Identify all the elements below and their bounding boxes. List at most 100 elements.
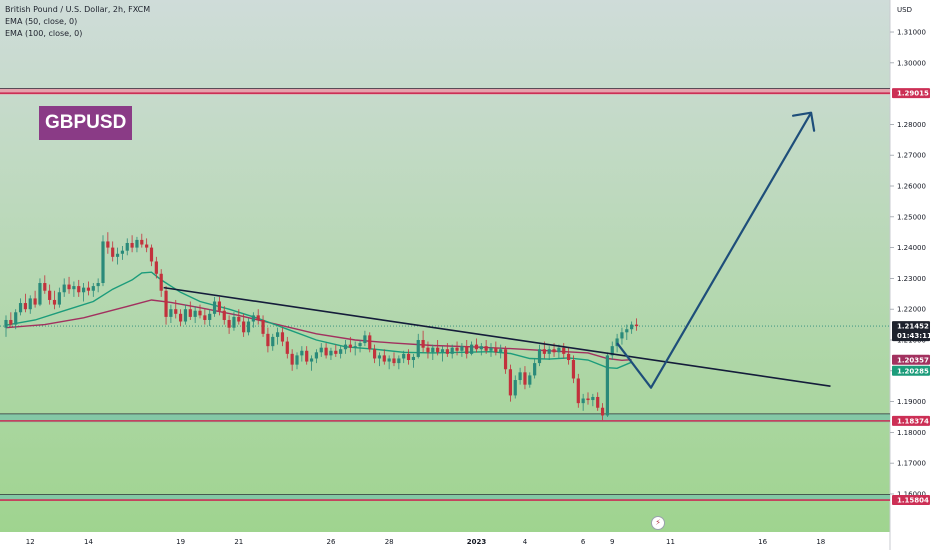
ticker-label: GBPUSD xyxy=(39,106,133,140)
candle xyxy=(562,343,566,359)
candle-body xyxy=(261,319,265,334)
candle-body xyxy=(445,349,449,354)
candle xyxy=(499,344,503,359)
candle-body xyxy=(387,358,391,362)
candle xyxy=(72,281,76,297)
candle-body xyxy=(615,338,619,347)
candle-body xyxy=(222,310,226,320)
candle-body xyxy=(610,346,614,356)
price-tick-label: 1.28000 xyxy=(897,121,926,129)
candle-body xyxy=(581,398,585,404)
price-badge-label: 1.20285 xyxy=(897,367,929,375)
candle-body xyxy=(499,349,503,353)
candle-body xyxy=(130,242,134,248)
candle-body xyxy=(620,332,624,339)
time-tick-label: 2023 xyxy=(467,538,487,546)
candle xyxy=(203,309,207,325)
time-tick-label: 18 xyxy=(816,538,825,546)
candle xyxy=(232,312,236,331)
lightning-icon[interactable]: ⚡ xyxy=(651,516,665,530)
candle xyxy=(222,306,226,325)
candle-body xyxy=(18,303,23,313)
candle-body xyxy=(455,347,459,351)
candle-body xyxy=(392,358,396,364)
candle xyxy=(528,372,532,388)
candle-body xyxy=(295,355,299,365)
candle-body xyxy=(377,355,382,359)
candle xyxy=(630,321,634,334)
candle xyxy=(411,353,415,368)
candle-body xyxy=(57,292,61,305)
candle xyxy=(503,346,508,374)
candle-body xyxy=(474,344,479,350)
candle xyxy=(154,256,158,279)
time-tick-label: 12 xyxy=(26,538,35,546)
candle-body xyxy=(319,347,323,353)
candle xyxy=(256,309,260,325)
candle xyxy=(557,344,561,359)
candle-body xyxy=(217,301,221,311)
candle-body xyxy=(508,369,512,396)
candle-body xyxy=(542,349,546,354)
candle-body xyxy=(203,315,207,320)
candle xyxy=(9,312,13,328)
candle xyxy=(96,278,100,293)
candle xyxy=(271,333,275,351)
candle-body xyxy=(237,316,241,322)
level-badge xyxy=(892,415,930,426)
candle xyxy=(242,313,246,337)
candle-body xyxy=(484,346,488,351)
candle xyxy=(358,339,362,353)
time-tick-label: 26 xyxy=(326,538,335,546)
symbol-title[interactable]: British Pound / U.S. Dollar, 2h, FXCM xyxy=(5,5,151,14)
candle-body xyxy=(62,284,66,293)
trendline xyxy=(163,286,831,387)
candle xyxy=(48,284,52,305)
plot-background xyxy=(0,0,890,532)
candle-body xyxy=(183,309,188,322)
candle xyxy=(440,346,445,362)
candle xyxy=(169,304,173,324)
candle xyxy=(62,278,66,297)
candle xyxy=(120,246,124,260)
candle-body xyxy=(135,239,139,248)
candle xyxy=(130,235,134,253)
candle-body xyxy=(96,283,100,287)
candle-body xyxy=(552,349,556,353)
ema100-legend[interactable]: EMA (100, close, 0) xyxy=(5,29,83,38)
candle-body xyxy=(547,349,551,354)
candle xyxy=(251,312,255,328)
candle-body xyxy=(571,360,576,379)
candle-body xyxy=(397,358,401,364)
candle xyxy=(212,296,217,317)
candle-body xyxy=(567,353,571,361)
candle-body xyxy=(4,319,8,328)
candle-body xyxy=(523,372,527,385)
candle-body xyxy=(300,350,304,356)
candle-body xyxy=(140,239,144,245)
candle xyxy=(266,327,270,353)
candle xyxy=(445,343,449,357)
candle xyxy=(368,332,372,353)
candle-body xyxy=(343,344,348,350)
candle-body xyxy=(363,335,367,344)
candle xyxy=(319,343,323,357)
candle-body xyxy=(557,347,561,353)
candle xyxy=(571,355,576,384)
price-badge xyxy=(892,354,930,365)
price-tick-label: 1.30000 xyxy=(897,59,926,67)
candle xyxy=(179,309,183,327)
level-badge xyxy=(892,495,930,506)
candle xyxy=(77,279,81,297)
ema50-legend[interactable]: EMA (50, close, 0) xyxy=(5,17,78,26)
candle xyxy=(38,278,42,307)
candle xyxy=(314,349,318,364)
zone-resistance xyxy=(0,88,890,95)
candle xyxy=(431,344,435,361)
candle-body xyxy=(348,344,352,348)
candle-body xyxy=(460,346,464,351)
candle xyxy=(518,367,522,385)
candle xyxy=(348,336,352,353)
candle-body xyxy=(353,346,357,348)
